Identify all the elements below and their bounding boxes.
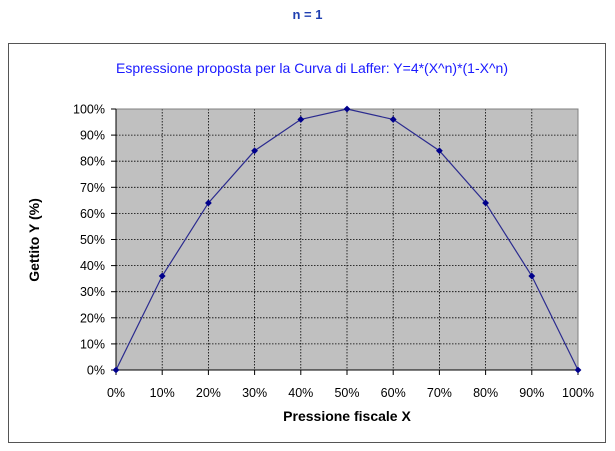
x-tick-label: 80% <box>473 386 498 400</box>
data-point-marker <box>528 272 536 280</box>
y-tick-label: 40% <box>80 259 105 273</box>
x-tick-label: 50% <box>334 386 359 400</box>
y-tick-label: 100% <box>73 103 105 117</box>
chart-title: Espressione proposta per la Curva di Laf… <box>116 60 508 76</box>
y-tick-label: 50% <box>80 233 105 247</box>
data-point-marker <box>343 105 351 113</box>
plot-area-group: 0% 10% 20% 30% 40% 50% 60% 70% 80% 90% 100% 0% 10% 20… <box>73 103 594 401</box>
data-point-marker <box>436 147 443 155</box>
x-tick-label: 60% <box>381 386 406 400</box>
x-tick-label: 30% <box>242 386 267 400</box>
x-tick-label: 0% <box>107 386 125 400</box>
y-tick-label: 10% <box>80 337 105 351</box>
y-tick-label: 80% <box>80 155 105 169</box>
x-axis-title: Pressione fiscale X <box>283 408 411 424</box>
data-point-marker <box>205 199 212 207</box>
data-point-marker <box>574 366 582 374</box>
y-tick-label: 30% <box>80 285 105 299</box>
x-tick-label: 100% <box>562 386 594 400</box>
y-tick-label: 20% <box>80 311 105 325</box>
data-point-marker <box>389 116 397 123</box>
y-tick-label: 70% <box>80 181 105 195</box>
data-point-marker <box>112 366 120 374</box>
x-tick-label: 20% <box>196 386 221 400</box>
y-axis-title: Gettito Y (%) <box>26 198 42 282</box>
x-tick-label: 40% <box>288 386 313 400</box>
data-point-marker <box>482 199 489 207</box>
x-tick-label: 90% <box>519 386 544 400</box>
y-tick-label: 0% <box>87 364 105 378</box>
data-point-marker <box>251 147 258 155</box>
x-tick-label: 70% <box>427 386 452 400</box>
data-point-marker <box>158 272 166 280</box>
y-tick-label: 90% <box>80 129 105 143</box>
y-tick-label: 60% <box>80 207 105 221</box>
data-point-marker <box>297 116 305 123</box>
page-title: n = 1 <box>292 7 323 22</box>
x-tick-label: 10% <box>150 386 175 400</box>
